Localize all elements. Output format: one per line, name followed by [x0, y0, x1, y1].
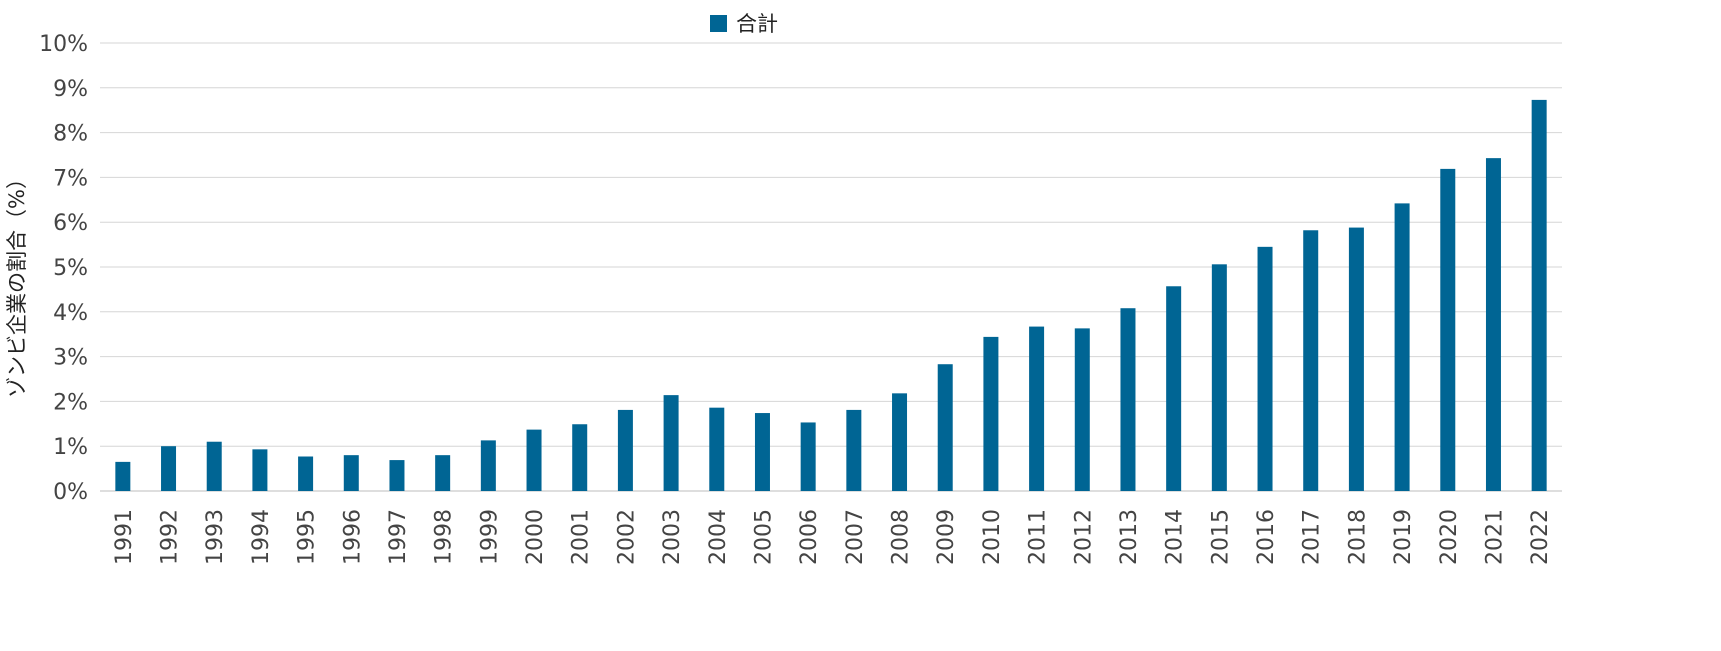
bar-2005 [754, 413, 770, 491]
x-tick-label: 1991 [112, 509, 137, 565]
bars [115, 99, 1547, 492]
bar-2003 [663, 395, 679, 491]
bar-2018 [1348, 227, 1364, 492]
x-tick-label: 2000 [523, 509, 548, 565]
bar-2020 [1440, 168, 1456, 491]
bar-2022 [1531, 99, 1547, 492]
y-tick-label: 6% [53, 211, 88, 236]
x-tick-label: 2002 [614, 509, 639, 565]
x-tick-label: 1993 [203, 509, 228, 565]
x-tick-label: 2001 [569, 509, 594, 565]
x-tick-label: 2006 [797, 509, 822, 565]
bar-2004 [709, 407, 725, 491]
x-tick-label: 2009 [934, 509, 959, 565]
x-tick-label: 2015 [1208, 509, 1233, 565]
x-tick-label: 2007 [843, 509, 868, 565]
x-tick-label: 2011 [1026, 509, 1051, 565]
x-tick-label: 2017 [1300, 509, 1325, 565]
x-tick-label: 1994 [249, 509, 274, 565]
x-tick-label: 2020 [1437, 509, 1462, 565]
bar-2013 [1120, 308, 1136, 491]
legend-swatch [710, 15, 727, 32]
bar-2002 [617, 409, 633, 491]
x-tick-label: 2022 [1528, 509, 1553, 565]
y-tick-label: 2% [53, 390, 88, 415]
x-tick-label: 2019 [1391, 509, 1416, 565]
x-tick-label: 1995 [295, 509, 320, 565]
x-tick-label: 2010 [980, 509, 1005, 565]
x-tick-label: 1998 [432, 509, 457, 565]
y-tick-label: 0% [53, 480, 88, 505]
bar-2014 [1166, 286, 1182, 491]
bar-2010 [983, 336, 999, 491]
x-tick-label: 2016 [1254, 509, 1279, 565]
y-tick-label: 5% [53, 256, 88, 281]
x-tick-label: 1997 [386, 509, 411, 565]
x-axis-ticks: 1991 1992 1993 1994 1995 1996 1997 1998 1999 2000… [112, 509, 1553, 565]
bar-1994 [252, 449, 268, 491]
bar-2021 [1485, 158, 1501, 492]
bar-1995 [298, 456, 314, 491]
x-tick-label: 1996 [340, 509, 365, 565]
y-tick-label: 7% [53, 166, 88, 191]
grid-lines [100, 42, 1562, 492]
legend: 合計 [710, 12, 778, 36]
y-axis-label: ゾンビ企業の割合（%） [5, 168, 29, 398]
bar-2009 [937, 364, 953, 491]
bar-2001 [572, 424, 588, 491]
bar-2016 [1257, 246, 1273, 491]
bar-2006 [800, 422, 816, 491]
y-tick-label: 3% [53, 346, 88, 371]
bar-2015 [1211, 264, 1227, 491]
bar-2000 [526, 429, 542, 491]
y-tick-label: 9% [53, 77, 88, 102]
y-tick-label: 10% [39, 32, 88, 57]
bar-1991 [115, 461, 131, 491]
x-tick-label: 2014 [1163, 509, 1188, 565]
bar-1993 [206, 441, 222, 491]
legend-label: 合計 [736, 12, 778, 36]
bar-2011 [1029, 326, 1045, 491]
bar-1998 [435, 455, 451, 491]
y-tick-label: 8% [53, 122, 88, 147]
x-tick-label: 2004 [706, 509, 731, 565]
bar-2012 [1074, 328, 1090, 491]
bar-1999 [480, 440, 496, 491]
bar-2007 [846, 409, 862, 491]
bar-1997 [389, 460, 405, 491]
bar-1992 [161, 446, 177, 491]
bar-2017 [1303, 230, 1319, 492]
x-tick-label: 2021 [1482, 509, 1507, 565]
x-tick-label: 2012 [1071, 509, 1096, 565]
x-tick-label: 2003 [660, 509, 685, 565]
x-tick-label: 1992 [158, 509, 183, 565]
y-tick-label: 1% [53, 435, 88, 460]
x-tick-label: 2008 [889, 509, 914, 565]
x-tick-label: 2018 [1345, 509, 1370, 565]
bar-1996 [343, 455, 359, 491]
y-axis-ticks: 0% 1% 2% 3% 4% 5% 6% 7% 8% 9% 10% [39, 32, 88, 505]
bar-2008 [892, 393, 908, 491]
bar-2019 [1394, 203, 1410, 491]
x-tick-label: 2005 [751, 509, 776, 565]
x-tick-label: 1999 [477, 509, 502, 565]
x-tick-label: 2013 [1117, 509, 1142, 565]
y-tick-label: 4% [53, 301, 88, 326]
